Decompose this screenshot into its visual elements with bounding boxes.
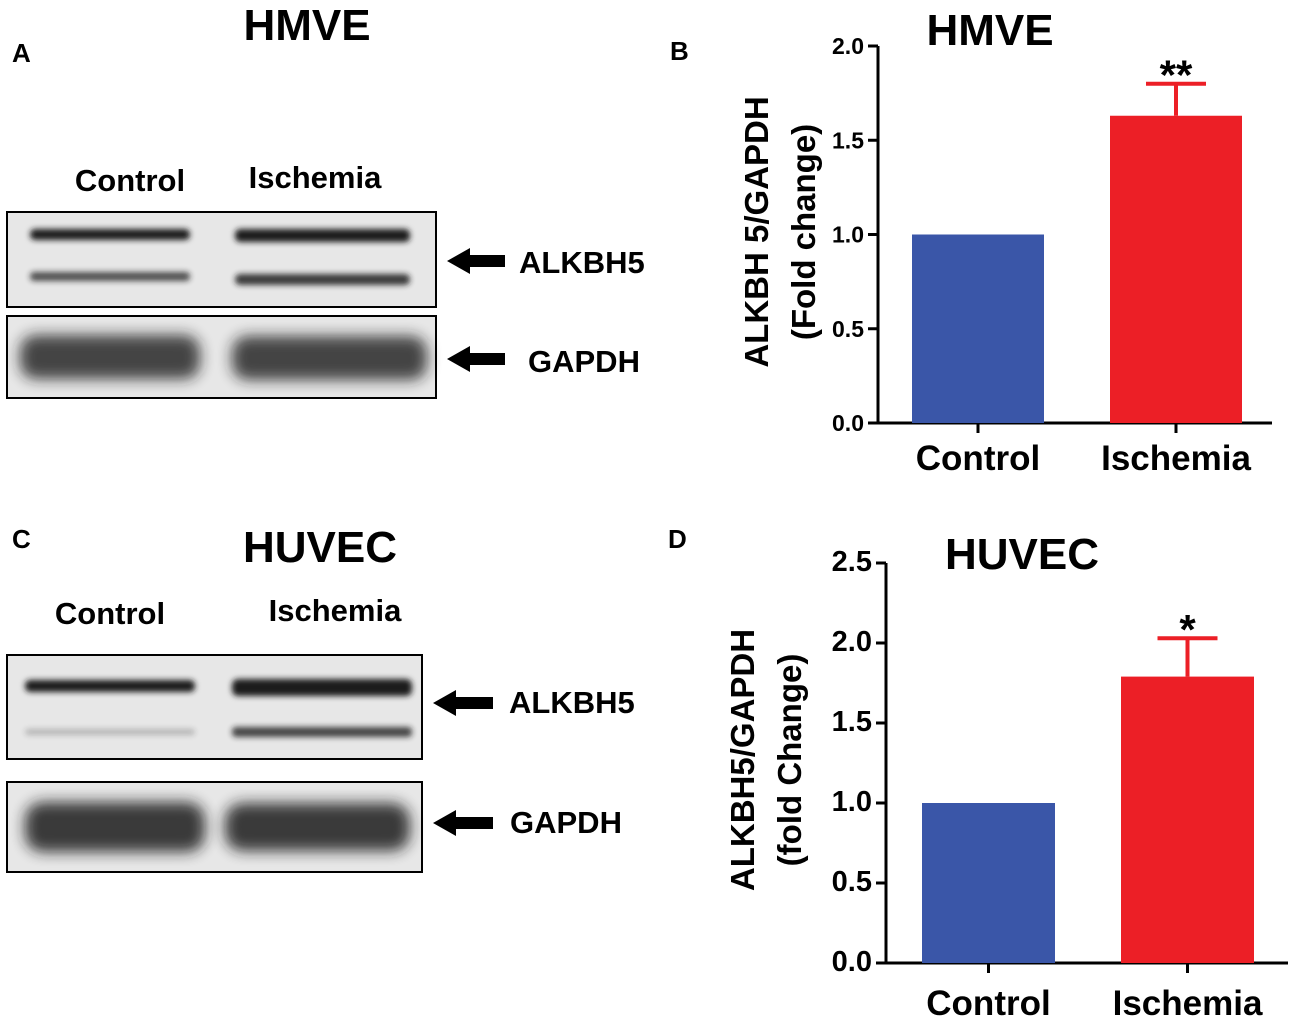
y-tick-label: 0.0 (832, 410, 864, 436)
band-ischemia-gapdh (225, 803, 410, 851)
panel-letter-b: B (670, 36, 689, 66)
band-control-gapdh (25, 802, 205, 852)
band-ischemia-upper (235, 229, 410, 242)
blot-alkbh5-hmve (6, 211, 437, 308)
chart-title: HMVE (926, 6, 1053, 55)
band-label-gapdh: GAPDH (528, 344, 640, 379)
band-ischemia-lower (235, 274, 410, 285)
chart-title: HUVEC (945, 530, 1099, 579)
y-tick-label: 1.5 (832, 127, 864, 153)
panel-letter-d: D (668, 524, 687, 554)
category-label: Control (926, 984, 1050, 1023)
panel-letter-a: A (12, 38, 31, 68)
band-ischemia-upper (232, 679, 412, 696)
panel-letter-c: C (12, 524, 31, 554)
panel-c: C HUVEC Control Ischemia ALKBH5 GAPDH (6, 523, 635, 873)
arrow-gapdh-a (447, 346, 505, 372)
band-ischemia-lower (232, 727, 412, 737)
arrow-left-icon (447, 346, 505, 372)
bar-ischemia (1110, 115, 1242, 424)
y-axis-title-line2: (Fold change) (785, 124, 822, 340)
chart-b: HMVE 0.0 0.5 1.0 1.5 2.0 Control Ischemia ** ALKB… (738, 6, 1272, 478)
blot-alkbh5-huvec (6, 654, 423, 760)
blot-gapdh-huvec (6, 781, 423, 873)
y-axis-title-line2: (fold Change) (771, 654, 808, 867)
band-control-upper (30, 229, 190, 240)
y-axis-title-line1: ALKBH5/GAPDH (724, 629, 761, 891)
y-tick-label: 0.5 (832, 866, 872, 898)
band-control-lower (25, 729, 195, 735)
band-ischemia-gapdh (232, 336, 427, 380)
y-axis-title-line1: ALKBH 5/GAPDH (738, 96, 775, 367)
band-control-lower (30, 272, 190, 281)
y-tick-label: 0.5 (832, 316, 864, 342)
category-label: Control (916, 439, 1040, 478)
arrow-alkbh5-c (433, 690, 493, 716)
y-tick-label: 0.0 (832, 946, 872, 978)
significance-marker: ** (1160, 52, 1193, 99)
category-label: Ischemia (1101, 439, 1251, 478)
band-control-upper (25, 680, 195, 692)
arrow-gapdh-c (433, 810, 493, 836)
band-label-alkbh5: ALKBH5 (509, 685, 635, 720)
significance-marker: * (1179, 606, 1196, 653)
lane-label-ischemia: Ischemia (269, 593, 402, 628)
bar-control (922, 803, 1055, 963)
y-tick-label: 1.0 (832, 222, 864, 248)
y-tick-label: 2.5 (832, 546, 872, 578)
band-label-alkbh5: ALKBH5 (519, 245, 645, 280)
y-tick-label: 1.0 (832, 786, 872, 818)
y-tick-label: 2.0 (832, 33, 864, 59)
band-control-gapdh (20, 335, 200, 379)
arrow-left-icon (433, 690, 493, 716)
bar-control (912, 234, 1044, 423)
bar-ischemia (1121, 676, 1254, 963)
blot-frame (6, 654, 423, 760)
panel-c-title: HUVEC (243, 523, 397, 572)
blot-frame (6, 211, 437, 308)
panel-a: A HMVE Control Ischemia ALKBH5 GAPDH (6, 1, 645, 399)
arrow-left-icon (433, 810, 493, 836)
category-label: Ischemia (1113, 984, 1263, 1023)
y-tick-label: 2.0 (832, 626, 872, 658)
arrow-alkbh5-a (447, 248, 505, 274)
blot-gapdh-hmve (6, 315, 437, 399)
chart-d: HUVEC 0.0 0.5 1.0 1.5 2.0 2.5 Control Ischemia * A… (724, 530, 1288, 1023)
arrow-left-icon (447, 248, 505, 274)
y-tick-label: 1.5 (832, 706, 872, 738)
band-label-gapdh: GAPDH (510, 805, 622, 840)
lane-label-ischemia: Ischemia (249, 160, 382, 195)
lane-label-control: Control (55, 596, 165, 631)
panel-a-title: HMVE (243, 1, 370, 50)
lane-label-control: Control (75, 163, 185, 198)
